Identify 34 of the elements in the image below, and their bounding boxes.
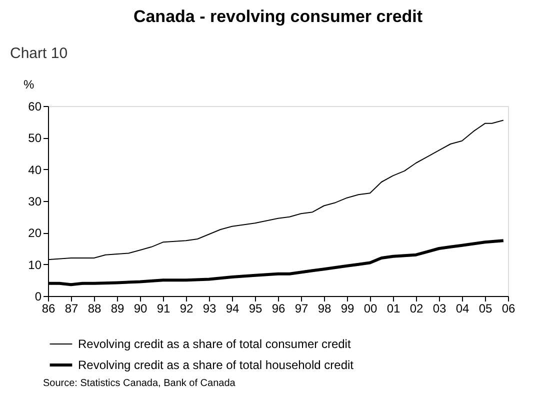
y-tick-label: 40 bbox=[28, 162, 42, 177]
x-tick-label: 87 bbox=[64, 302, 78, 316]
y-axis-title: % bbox=[24, 78, 34, 92]
x-tick-label: 98 bbox=[318, 302, 332, 316]
x-tick-label: 05 bbox=[478, 302, 492, 316]
x-tick-label: 86 bbox=[42, 302, 56, 316]
y-tick-label: 10 bbox=[28, 258, 42, 272]
y-tick-label: 20 bbox=[28, 226, 42, 240]
x-tick-label: 90 bbox=[134, 302, 148, 316]
x-tick-label: 99 bbox=[340, 302, 354, 316]
y-tick-label: 50 bbox=[28, 131, 42, 146]
y-tick-label: 30 bbox=[28, 194, 42, 208]
x-tick-label: 96 bbox=[272, 302, 286, 316]
x-tick-label: 97 bbox=[294, 302, 308, 316]
x-tick-label: 06 bbox=[502, 302, 516, 316]
x-tick-label: 89 bbox=[110, 302, 124, 316]
x-tick-label: 01 bbox=[386, 302, 400, 316]
x-tick-label: 91 bbox=[156, 302, 170, 316]
x-tick-label: 04 bbox=[456, 302, 470, 316]
x-tick-label: 94 bbox=[226, 302, 240, 316]
legend-label: Revolving credit as a share of total household credit bbox=[78, 358, 354, 372]
legend-label: Revolving credit as a share of total consumer credit bbox=[78, 337, 352, 351]
x-tick-label: 00 bbox=[364, 302, 378, 316]
x-tick-label: 92 bbox=[180, 302, 194, 316]
x-tick-label: 95 bbox=[248, 302, 262, 316]
source-note: Source: Statistics Canada, Bank of Canada bbox=[43, 378, 236, 389]
x-tick-label: 93 bbox=[202, 302, 216, 316]
x-tick-label: 03 bbox=[432, 302, 446, 316]
y-tick-label: 60 bbox=[28, 100, 42, 114]
x-tick-label: 02 bbox=[410, 302, 424, 316]
x-tick-label: 88 bbox=[88, 302, 102, 316]
y-tick-label: 0 bbox=[34, 290, 42, 304]
caption: Chart 10 bbox=[10, 45, 68, 62]
chart-title: Canada - revolving consumer credit bbox=[133, 7, 423, 26]
